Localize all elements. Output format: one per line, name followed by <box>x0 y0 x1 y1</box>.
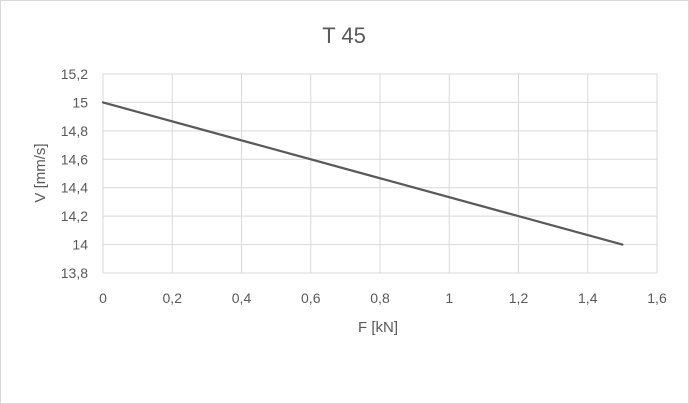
x-tick-label: 0 <box>99 290 107 306</box>
y-tick-label: 14,8 <box>61 123 88 139</box>
y-axis-tick-labels: 13,8 14 14,2 14,4 14,6 14,8 15 15,2 <box>61 66 88 281</box>
y-tick-label: 15 <box>72 94 88 110</box>
x-tick-label: 1,4 <box>578 290 598 306</box>
x-tick-label: 1,2 <box>509 290 529 306</box>
x-tick-label: 0,4 <box>232 290 252 306</box>
x-tick-label: 0,2 <box>163 290 183 306</box>
x-tick-label: 0,6 <box>301 290 321 306</box>
y-tick-label: 14,4 <box>61 180 88 196</box>
x-tick-label: 1,6 <box>647 290 667 306</box>
chart-title: T 45 <box>322 23 366 48</box>
x-tick-label: 1 <box>445 290 453 306</box>
y-tick-label: 13,8 <box>61 265 88 281</box>
series-line <box>101 101 624 246</box>
y-tick-label: 14,6 <box>61 151 88 167</box>
x-axis-tick-labels: 0 0,2 0,4 0,6 0,8 1 1,2 1,4 1,6 <box>99 290 667 306</box>
y-tick-label: 15,2 <box>61 66 88 82</box>
y-tick-label: 14 <box>72 237 88 253</box>
x-tick-label: 0,8 <box>370 290 390 306</box>
grid-lines <box>102 73 658 274</box>
y-axis-label: V [mm/s] <box>32 143 49 202</box>
y-tick-label: 14,2 <box>61 208 88 224</box>
x-axis-label: F [kN] <box>358 319 398 336</box>
series-group <box>101 101 624 246</box>
